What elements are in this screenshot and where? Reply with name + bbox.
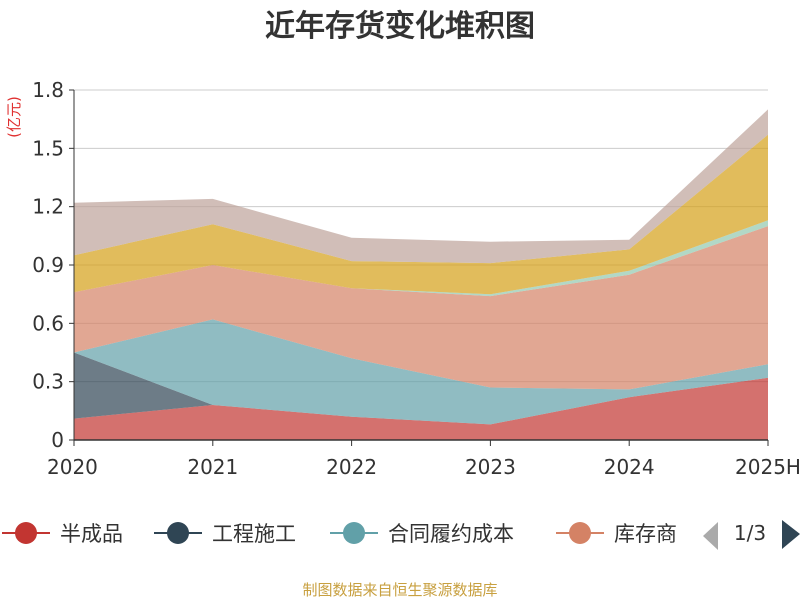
- legend-item[interactable]: 工程施工: [154, 522, 296, 546]
- legend-item[interactable]: 半成品: [2, 522, 123, 546]
- legend-item[interactable]: 合同履约成本: [330, 522, 514, 546]
- data-source-note: 制图数据来自恒生聚源数据库: [302, 581, 497, 599]
- legend[interactable]: 半成品 工程施工 合同履约成本 库存商 1/3: [2, 520, 800, 550]
- x-tick-label: 2023: [465, 455, 516, 479]
- y-tick-label: 1.2: [32, 195, 64, 219]
- legend-marker: [343, 522, 365, 544]
- legend-prev-page-icon[interactable]: [703, 522, 718, 550]
- legend-item[interactable]: 库存商: [556, 522, 677, 546]
- x-tick-label: 2020: [47, 455, 98, 479]
- y-tick-label: 0.3: [32, 370, 64, 394]
- legend-marker: [569, 522, 591, 544]
- legend-next-page-icon[interactable]: [782, 520, 800, 549]
- area-series-0: [74, 377, 768, 440]
- axes: 0 0.3 0.6 0.9 1.2 1.5 1.8 2020 2021 2022 2023 2024 2…: [32, 78, 800, 479]
- legend-label: 工程施工: [212, 522, 296, 546]
- y-tick-label: 0.6: [32, 311, 64, 335]
- legend-label: 库存商: [614, 522, 677, 546]
- legend-label: 半成品: [60, 522, 123, 546]
- x-tick-label: 2024: [604, 455, 655, 479]
- y-axis-label: (亿元): [5, 96, 23, 138]
- x-tick-label: 2025H: [735, 455, 800, 479]
- x-tick-label: 2021: [187, 455, 238, 479]
- x-tick-label: 2022: [326, 455, 377, 479]
- y-tick-label: 0.9: [32, 253, 64, 277]
- area-series: [74, 109, 768, 440]
- legend-marker: [167, 522, 189, 544]
- legend-marker: [15, 522, 37, 544]
- y-tick-label: 1.5: [32, 136, 64, 160]
- legend-label: 合同履约成本: [388, 522, 514, 546]
- y-tick-label: 0: [51, 428, 64, 452]
- legend-page-indicator: 1/3: [734, 521, 766, 545]
- area-series-3: [74, 226, 768, 390]
- area-series-2: [74, 319, 768, 425]
- area-series-4: [74, 220, 768, 297]
- area-series-6: [74, 109, 768, 264]
- y-tick-label: 1.8: [32, 78, 64, 102]
- chart-title: 近年存货变化堆积图: [265, 9, 535, 44]
- area-series-5: [74, 134, 768, 295]
